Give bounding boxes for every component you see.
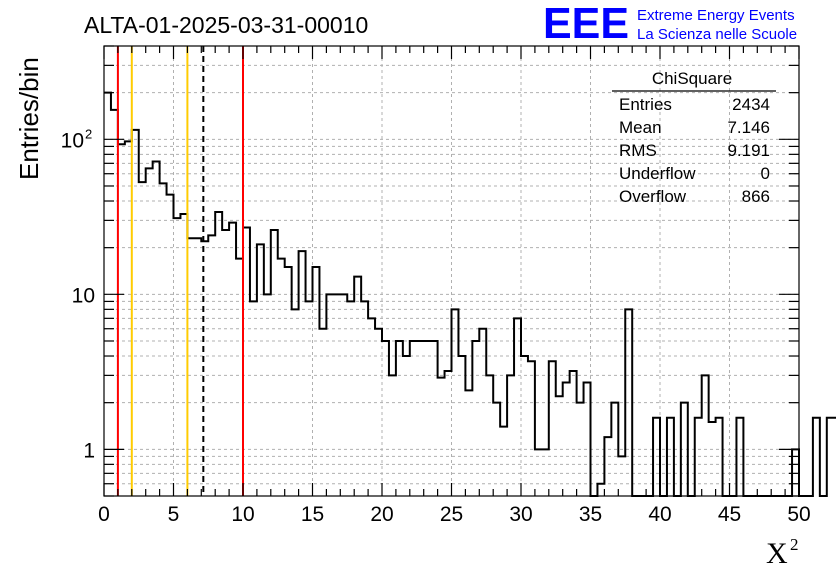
- stats-row-label: RMS: [619, 141, 657, 160]
- stats-row-label: Entries: [619, 95, 672, 114]
- y-tick-label: 10: [72, 284, 95, 307]
- chart-title: ALTA-01-2025-03-31-00010: [84, 12, 368, 38]
- grid-lines: [104, 46, 799, 496]
- stats-row-label: Mean: [619, 118, 662, 137]
- y-tick-label: 10: [61, 129, 84, 152]
- histogram-outline: [104, 91, 836, 497]
- logo-line-2: La Scienza nelle Scuole: [637, 26, 797, 43]
- stats-rows: Entries 2434 Mean 7.146 RMS 9.191 Underflow 0 Ov…: [619, 95, 770, 206]
- stats-row-value: 0: [761, 164, 770, 183]
- stats-row-value: 866: [742, 187, 770, 206]
- stats-row-value: 2434: [732, 95, 770, 114]
- stats-title: ChiSquare: [652, 69, 732, 88]
- histogram-series: [104, 91, 836, 497]
- stats-row-value: 7.146: [727, 118, 770, 137]
- reference-lines: [116, 46, 244, 496]
- x-tick-label: 15: [301, 503, 324, 526]
- x-tick-label: 5: [168, 503, 180, 526]
- eee-logo: EEE Extreme Energy Events La Scienza nel…: [543, 0, 797, 48]
- y-tick-label-exponent: 2: [85, 126, 92, 141]
- stats-box: ChiSquare Entries 2434 Mean 7.146 RMS 9.191 Un…: [612, 69, 776, 206]
- stats-row-label: Overflow: [619, 187, 687, 206]
- x-tick-label: 25: [440, 503, 463, 526]
- x-axis-label-superscript: 2: [790, 535, 799, 554]
- logo-line-1: Extreme Energy Events: [637, 7, 795, 24]
- x-tick-label: 35: [579, 503, 602, 526]
- eee-logo-mark: EEE: [543, 0, 629, 48]
- x-tick-label: 40: [648, 503, 671, 526]
- stats-row-value: 9.191: [727, 141, 770, 160]
- x-tick-label: 45: [718, 503, 741, 526]
- y-axis-label: Entries/bin: [14, 57, 44, 180]
- x-tick-label: 30: [509, 503, 532, 526]
- x-tick-label: 50: [787, 503, 810, 526]
- y-tick-label: 1: [83, 439, 95, 462]
- x-tick-label: 10: [231, 503, 254, 526]
- x-tick-label: 20: [370, 503, 393, 526]
- x-axis-label-main: X: [766, 537, 788, 570]
- stats-row-label: Underflow: [619, 164, 696, 183]
- x-tick-label: 0: [98, 503, 110, 526]
- x-axis-label: X 2: [766, 535, 799, 570]
